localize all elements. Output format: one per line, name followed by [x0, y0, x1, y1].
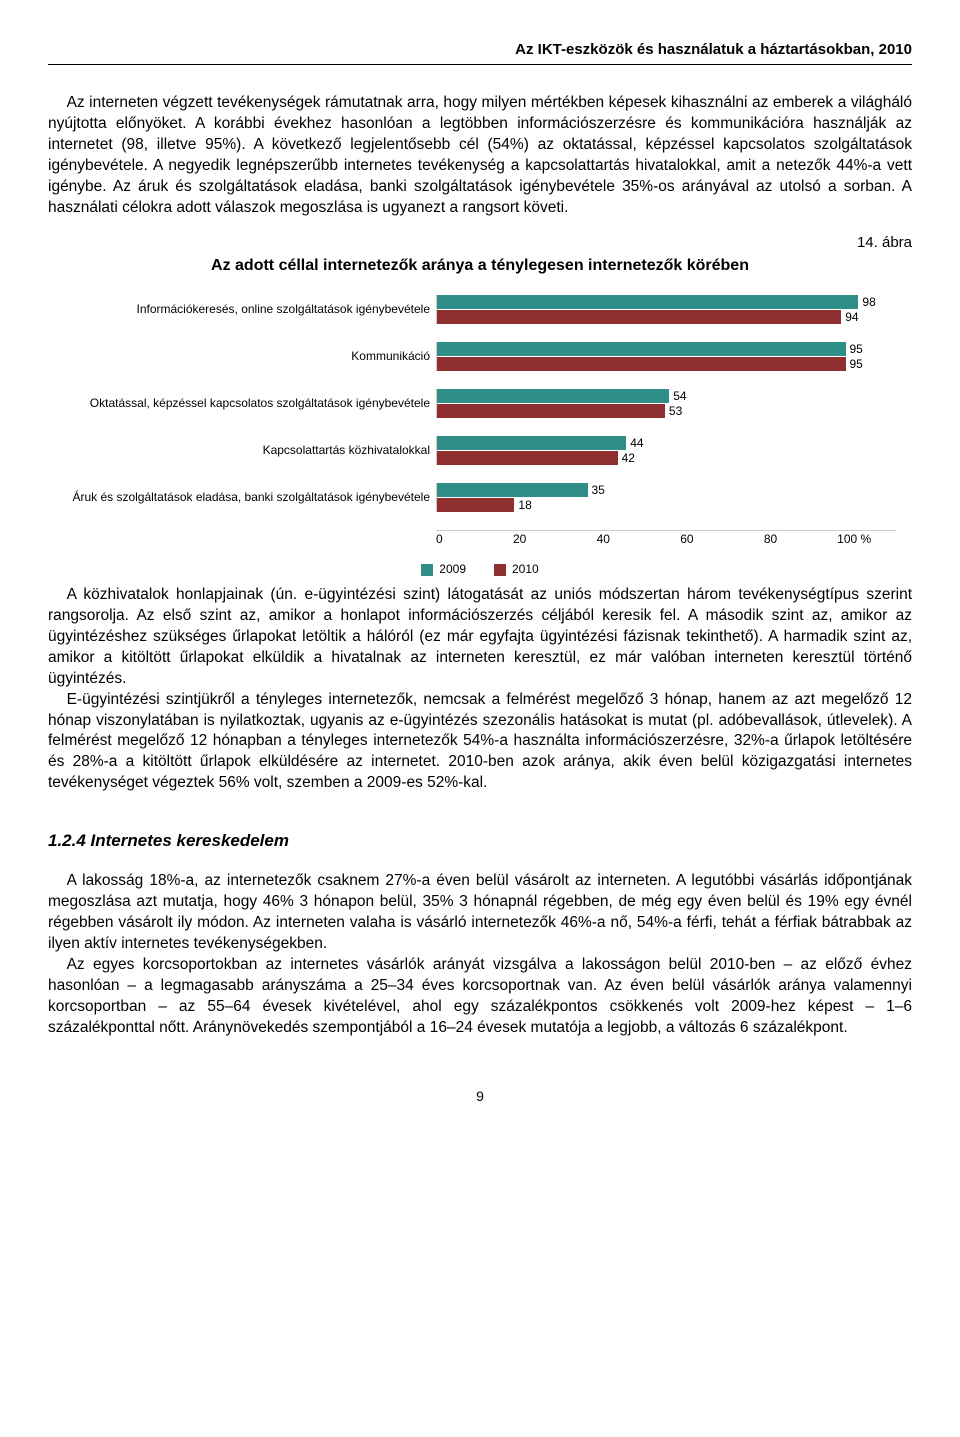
- bar-value: 44: [630, 435, 643, 451]
- chart-row: Kommunikáció 9595: [70, 342, 890, 371]
- paragraph-5: Az egyes korcsoportokban az internetes v…: [48, 955, 912, 1039]
- chart-row: Áruk és szolgáltatások eladása, banki sz…: [70, 483, 890, 512]
- bar-value: 95: [850, 341, 863, 357]
- page-number: 9: [48, 1087, 912, 1106]
- bar: 18: [437, 498, 890, 512]
- bar: 54: [437, 389, 890, 403]
- legend-swatch: [421, 564, 433, 576]
- bar: 98: [437, 295, 890, 309]
- bar-value: 42: [622, 450, 635, 466]
- category-label: Kommunikáció: [70, 348, 436, 364]
- axis-tick: 40: [561, 531, 645, 547]
- legend-swatch: [494, 564, 506, 576]
- category-label: Áruk és szolgáltatások eladása, banki sz…: [70, 489, 436, 505]
- bar: 44: [437, 436, 890, 450]
- category-label: Információkeresés, online szolgáltatások…: [70, 301, 436, 317]
- figure-label: 14. ábra: [48, 233, 912, 253]
- legend-item: 2009: [421, 561, 466, 577]
- bar-value: 54: [673, 388, 686, 404]
- axis-tick: 60: [645, 531, 729, 547]
- paragraph-2: A közhivatalok honlapjainak (ún. e-ügyin…: [48, 585, 912, 690]
- bar: 95: [437, 357, 890, 371]
- bar-value: 18: [518, 497, 531, 513]
- chart-title: Az adott céllal internetezők aránya a té…: [48, 255, 912, 277]
- chart-row: Oktatással, képzéssel kapcsolatos szolgá…: [70, 389, 890, 418]
- bar: 95: [437, 342, 890, 356]
- axis-tick: 80: [729, 531, 813, 547]
- bar-value: 94: [845, 309, 858, 325]
- page-header: Az IKT-eszközök és használatuk a háztart…: [48, 40, 912, 65]
- bar-value: 98: [862, 294, 875, 310]
- paragraph-3: E-ügyintézési szintjükről a tényleges in…: [48, 690, 912, 795]
- axis-tick: 0: [436, 531, 478, 547]
- bar: 42: [437, 451, 890, 465]
- bar-value: 35: [592, 482, 605, 498]
- paragraph-4: A lakosság 18%-a, az internetezők csakne…: [48, 871, 912, 955]
- paragraph-intro: Az interneten végzett tevékenységek rámu…: [48, 93, 912, 219]
- axis-tick: 20: [478, 531, 562, 547]
- bar-value: 95: [850, 356, 863, 372]
- legend-item: 2010: [494, 561, 539, 577]
- bar-chart: Információkeresés, online szolgáltatások…: [70, 295, 890, 577]
- bar: 94: [437, 310, 890, 324]
- chart-row: Kapcsolattartás közhivatalokkal 4442: [70, 436, 890, 465]
- legend: 2009 2010: [70, 561, 890, 577]
- axis-tick: 100 %: [812, 531, 896, 547]
- bar: 53: [437, 404, 890, 418]
- category-label: Oktatással, képzéssel kapcsolatos szolgá…: [70, 395, 436, 411]
- section-heading: 1.2.4 Internetes kereskedelem: [48, 830, 912, 853]
- chart-row: Információkeresés, online szolgáltatások…: [70, 295, 890, 324]
- category-label: Kapcsolattartás közhivatalokkal: [70, 442, 436, 458]
- bar-value: 53: [669, 403, 682, 419]
- x-axis: 020406080100 %: [436, 530, 896, 547]
- bar: 35: [437, 483, 890, 497]
